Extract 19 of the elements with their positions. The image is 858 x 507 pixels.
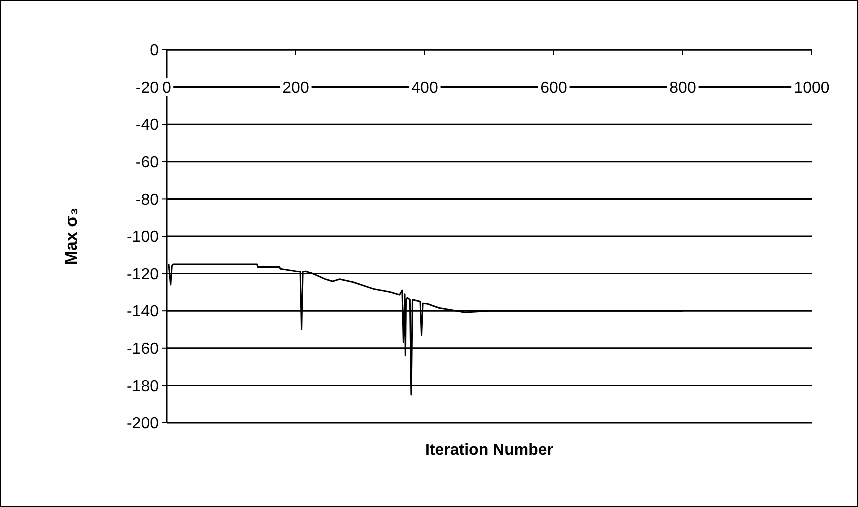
y-tick-label: 0: [150, 42, 160, 60]
y-tick-label: -180: [126, 378, 160, 396]
y-tick-label: -140: [126, 304, 160, 321]
y-axis-title: Max σ₃: [62, 208, 81, 266]
y-tick-label: -20: [136, 80, 160, 97]
x-tick-label: 600: [540, 80, 568, 97]
x-tick-label: 800: [670, 80, 696, 97]
x-tick-label: 200: [282, 80, 310, 97]
y-tick-label: -120: [126, 266, 160, 284]
x-tick-label: 400: [412, 80, 438, 97]
y-tick-label: -40: [136, 117, 160, 134]
x-tick-label: 1000: [794, 80, 830, 97]
y-tick-label: -100: [126, 229, 160, 246]
y-tick-label: -80: [136, 192, 160, 209]
y-tick-label: -200: [126, 416, 160, 433]
x-tick-label: 0: [162, 80, 172, 97]
y-tick-label: -60: [136, 154, 160, 172]
y-tick-label: -160: [126, 341, 160, 358]
x-axis-title: Iteration Number: [425, 442, 554, 459]
